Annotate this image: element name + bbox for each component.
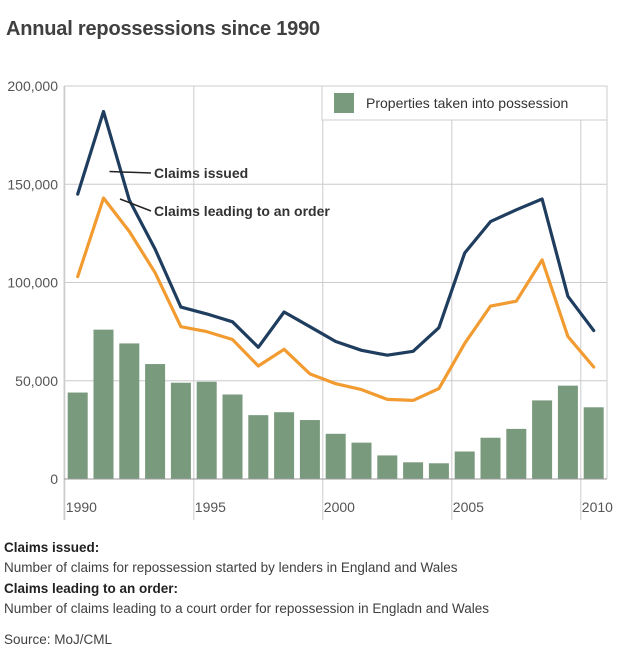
y-tick-label: 200,000 <box>7 78 58 94</box>
bar-possessions <box>248 415 269 479</box>
y-tick-label: 50,000 <box>15 373 58 389</box>
bar-possessions <box>196 381 217 479</box>
y-tick-label: 100,000 <box>7 275 58 291</box>
bar-possessions <box>377 455 398 479</box>
note-claims-issued-heading: Claims issued: <box>4 540 100 555</box>
line-claims-issued <box>76 109 596 357</box>
bar-possessions <box>325 433 346 479</box>
legend-label-possessions: Properties taken into possession <box>366 95 568 111</box>
x-tick-label: 2005 <box>453 499 484 515</box>
chart-plot: 0 50,000 100,000 150,000 200,000 1990 1995 2000… <box>7 78 613 520</box>
bar-possessions <box>222 394 243 479</box>
bar-possessions <box>506 428 527 479</box>
bar-possessions <box>454 451 475 479</box>
note-claims-order-text: Number of claims leading to a court orde… <box>4 601 489 616</box>
annotation-leader-claims-order <box>119 198 152 212</box>
y-tick-label: 150,000 <box>7 176 58 192</box>
bar-possessions <box>67 392 88 479</box>
bar-possessions <box>532 400 553 479</box>
annotation-leader-claims-issued <box>109 170 152 174</box>
line-claims-order <box>76 196 596 402</box>
y-tick-label: 0 <box>50 471 58 487</box>
note-claims-issued-text: Number of claims for repossession starte… <box>4 560 458 575</box>
bar-possessions <box>403 462 424 479</box>
x-tick-label: 1990 <box>66 499 97 515</box>
source-note: Source: MoJ/CML <box>4 632 113 647</box>
bar-possessions <box>557 385 578 479</box>
annotation-claims-order: Claims leading to an order <box>154 203 330 219</box>
x-tick-label: 1995 <box>195 499 226 515</box>
bar-possessions <box>583 407 604 479</box>
x-tick-label: 2000 <box>324 499 355 515</box>
legend-box <box>321 85 608 121</box>
bar-possessions <box>428 463 449 479</box>
bar-possessions <box>93 329 114 479</box>
legend-swatch-possessions <box>334 93 354 113</box>
note-claims-order-heading: Claims leading to an order: <box>4 581 179 596</box>
bar-possessions <box>480 437 501 479</box>
bar-possessions <box>351 442 372 479</box>
bar-possessions <box>170 382 191 479</box>
annotation-claims-issued: Claims issued <box>154 165 248 181</box>
chart-title: Annual repossessions since 1990 <box>6 18 320 40</box>
bar-possessions <box>119 343 140 479</box>
bar-possessions <box>299 420 320 479</box>
x-tick-label: 2010 <box>582 499 613 515</box>
bar-possessions <box>145 364 166 479</box>
bar-possessions <box>274 412 295 479</box>
